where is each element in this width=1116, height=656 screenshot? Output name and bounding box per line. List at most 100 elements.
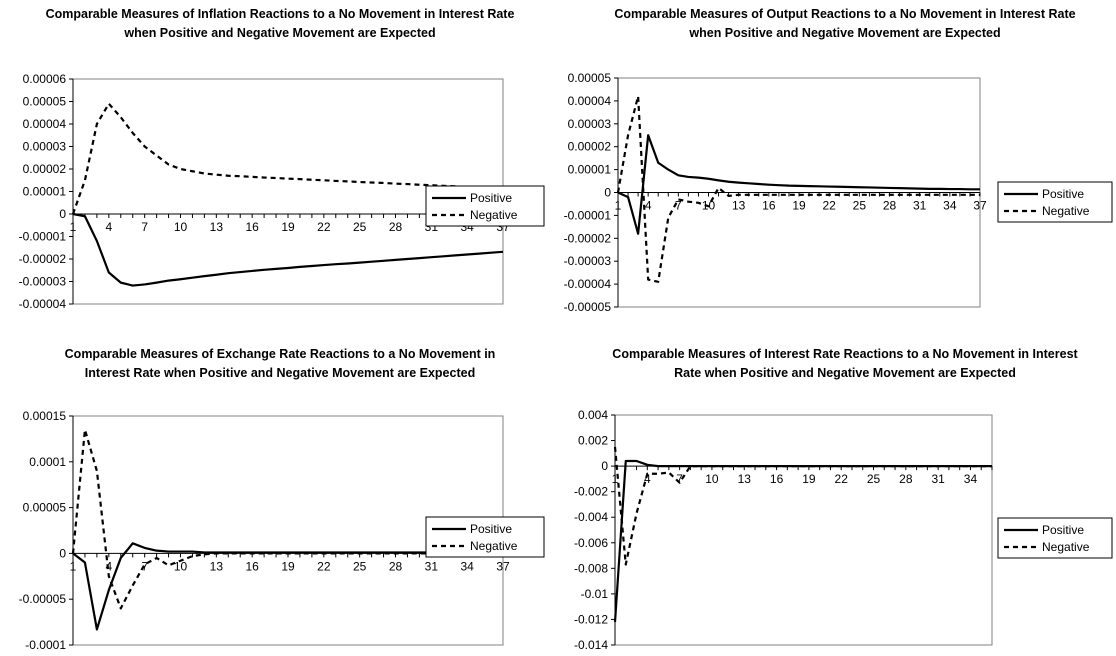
y-tick-label: 0.00004 [23, 117, 67, 131]
y-tick-label: 0 [59, 546, 66, 560]
y-tick-label: 0.00006 [23, 72, 67, 86]
y-tick-label: -0.00002 [19, 252, 67, 266]
x-tick-label: 1 [70, 220, 77, 234]
x-tick-label: 7 [676, 472, 683, 486]
legend [425, 516, 545, 558]
x-tick-label: 7 [141, 220, 148, 234]
x-tick-label: 10 [174, 220, 188, 234]
chart-output: 0.00005 0.00004 0.00003 0.00002 0.00001 0 -0.0… [564, 71, 1113, 314]
y-tick-label: 0 [604, 186, 611, 200]
chart-inflation: 0.00006 0.00005 0.00004 0.00003 0.00002 0.000… [19, 72, 545, 311]
legend-label-negative: Negative [1042, 540, 1090, 554]
y-tick-label: 0 [59, 207, 66, 221]
x-tick-label: 28 [389, 559, 403, 573]
y-tick-label: 0.00001 [568, 163, 612, 177]
x-tick-label: 37 [496, 559, 510, 573]
y-tick-label: 0.00001 [23, 185, 67, 199]
series-line-positive [72, 212, 504, 287]
x-tick-label: 31 [913, 199, 927, 213]
y-tick-label: 0.00005 [568, 71, 612, 85]
y-tick-label: -0.00005 [19, 592, 67, 606]
y-tick-label: -0.00001 [19, 230, 67, 244]
y-tick-label: -0.008 [574, 561, 608, 575]
chart-interest-rate: 0.004 0.002 0 -0.002 -0.004 -0.006 -0.008 -0.01… [574, 408, 1113, 652]
x-tick-label: 37 [973, 199, 987, 213]
legend-label-negative: Negative [1042, 204, 1090, 218]
y-tick-label: -0.01 [581, 587, 609, 601]
x-tick-label: 28 [883, 199, 897, 213]
x-tick-label: 10 [705, 472, 719, 486]
x-tick-label: 19 [792, 199, 806, 213]
x-tick-label: 4 [105, 220, 112, 234]
series-line-negative [71, 102, 504, 215]
legend-label-positive: Positive [1042, 523, 1084, 537]
y-tick-label: 0.002 [578, 434, 608, 448]
chart-title: Comparable Measures of Inflation Reactio… [45, 7, 515, 40]
x-tick-label: 34 [964, 472, 978, 486]
y-tick-label: -0.00003 [564, 254, 612, 268]
y-tick-label: -0.002 [574, 485, 608, 499]
y-tick-label: -0.00004 [564, 277, 612, 291]
legend-label-positive: Positive [470, 522, 512, 536]
x-tick-label: 19 [281, 559, 295, 573]
x-tick-label: 13 [732, 199, 746, 213]
x-tick-label: 16 [245, 220, 259, 234]
y-tick-label: 0.00003 [568, 117, 612, 131]
y-tick-label: -0.00003 [19, 275, 67, 289]
y-tick-label: -0.00005 [564, 300, 612, 314]
y-tick-label: 0.00005 [23, 501, 67, 515]
x-tick-label: 16 [770, 472, 784, 486]
legend [997, 181, 1113, 223]
y-tick-label: 0.00015 [23, 409, 67, 423]
x-tick-label: 4 [105, 559, 112, 573]
x-tick-label: 28 [899, 472, 913, 486]
x-tick-label: 25 [353, 220, 367, 234]
x-tick-label: 31 [425, 559, 439, 573]
legend-label-positive: Positive [470, 191, 512, 205]
y-tick-label: 0 [601, 459, 608, 473]
y-tick-label: 0.0001 [29, 455, 66, 469]
x-tick-label: 4 [644, 472, 651, 486]
y-tick-label: -0.00001 [564, 208, 612, 222]
legend-label-positive: Positive [1042, 187, 1084, 201]
y-tick-label: -0.006 [574, 536, 608, 550]
legend [425, 185, 545, 227]
x-tick-label: 28 [389, 220, 403, 234]
series-line-negative [616, 95, 980, 283]
x-tick-label: 7 [675, 199, 682, 213]
y-tick-label: -0.014 [574, 638, 608, 652]
chart-title: Comparable Measures of Interest Rate Rea… [612, 347, 1078, 380]
x-tick-label: 16 [762, 199, 776, 213]
x-tick-label: 4 [645, 199, 652, 213]
x-tick-label: 25 [353, 559, 367, 573]
x-tick-label: 10 [174, 559, 188, 573]
x-tick-label: 13 [738, 472, 752, 486]
plot-area [614, 414, 993, 646]
y-tick-label: 0.00005 [23, 95, 67, 109]
x-tick-label: 7 [141, 559, 148, 573]
x-tick-label: 22 [317, 220, 331, 234]
x-tick-label: 34 [460, 559, 474, 573]
y-tick-label: 0.00004 [568, 94, 612, 108]
legend-label-negative: Negative [470, 539, 518, 553]
x-tick-label: 13 [210, 220, 224, 234]
x-tick-label: 22 [835, 472, 849, 486]
x-tick-label: 34 [943, 199, 957, 213]
y-tick-label: -0.012 [574, 612, 608, 626]
x-tick-label: 31 [931, 472, 945, 486]
y-tick-label: -0.004 [574, 510, 608, 524]
y-tick-label: -0.00004 [19, 297, 67, 311]
y-tick-label: 0.00002 [23, 162, 67, 176]
series-line-negative [613, 446, 992, 566]
y-tick-label: 0.00003 [23, 140, 67, 154]
x-tick-label: 16 [245, 559, 259, 573]
x-tick-label: 22 [317, 559, 331, 573]
x-tick-label: 25 [853, 199, 867, 213]
legend [997, 517, 1113, 559]
chart-exchange-rate: 0.00015 0.0001 0.00005 0 -0.00005 -0.0001 1 4 7 1… [19, 409, 545, 652]
y-tick-label: 0.00002 [568, 140, 612, 154]
x-tick-label: 1 [612, 472, 619, 486]
chart-title: Comparable Measures of Exchange Rate Rea… [64, 347, 496, 380]
y-tick-label: -0.00002 [564, 231, 612, 245]
chart-title: Comparable Measures of Output Reactions … [614, 7, 1076, 40]
